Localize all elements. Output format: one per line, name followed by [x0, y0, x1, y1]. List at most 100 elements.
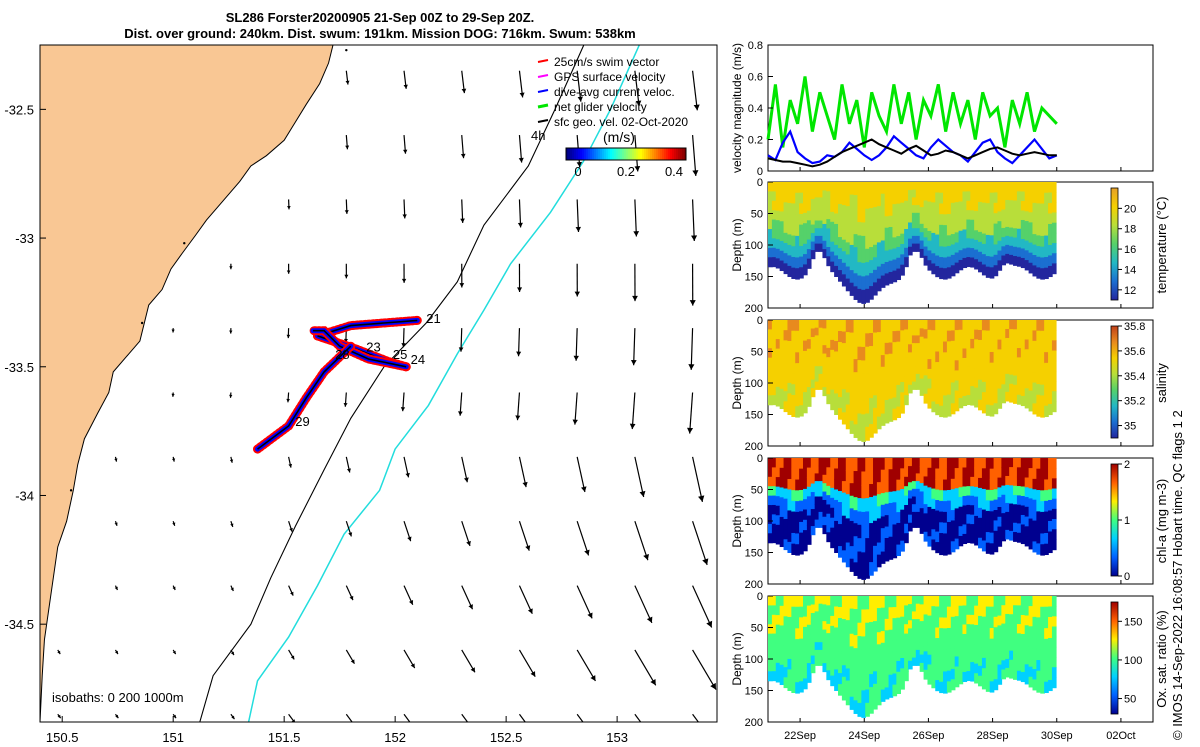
section-cell: [1051, 529, 1057, 541]
section-cell: [935, 521, 940, 533]
section-cell: [876, 344, 882, 357]
section-cell: [1044, 203, 1049, 215]
section-cell: [974, 259, 979, 270]
section-cell: [958, 388, 964, 399]
colorbar-tick-label: 50: [1124, 694, 1136, 706]
section-cell: [834, 202, 839, 215]
section-cell: [1051, 192, 1057, 203]
section-cell: [989, 543, 995, 555]
velocity-series-dive_avg_current: [767, 129, 1058, 165]
geo-vector-head: [525, 545, 531, 551]
section-cell: [908, 222, 913, 232]
section-cell: [849, 533, 855, 547]
section-cell: [896, 236, 901, 248]
geo-vector: [574, 392, 578, 425]
section-cell: [1005, 631, 1010, 642]
section-cell: [806, 239, 812, 250]
section-cell: [1016, 596, 1022, 606]
section-cell: [911, 465, 917, 474]
section-cell: [946, 532, 952, 544]
section-cell: [857, 182, 863, 196]
section-cell: [981, 340, 987, 352]
section-cell: [1005, 458, 1010, 468]
section-cell: [857, 275, 863, 290]
section-cell: [962, 367, 968, 378]
section-cell: [768, 671, 773, 682]
section-cell: [1044, 394, 1049, 407]
section-cell: [1032, 223, 1038, 235]
section-y-tick-label: 0: [757, 591, 763, 603]
section-cell: [818, 212, 824, 222]
section-cell: [865, 596, 870, 610]
section-cell: [849, 357, 855, 371]
geo-vector: [518, 585, 533, 615]
colorbar-tick-label: 35: [1124, 421, 1136, 433]
section-cell: [806, 220, 812, 231]
section-cell: [1005, 658, 1010, 669]
section-cell: [1032, 182, 1038, 194]
section-cell: [958, 458, 964, 469]
section-cell: [768, 486, 773, 497]
section-cell: [997, 487, 1003, 498]
section-cell: [950, 468, 956, 480]
section-cell: [908, 328, 913, 337]
section-cell: [838, 364, 843, 376]
section-cell: [950, 223, 956, 235]
section-cell: [939, 511, 944, 523]
section-cell: [1044, 192, 1049, 205]
section-cell: [1051, 340, 1057, 352]
geo-vector-head: [291, 719, 296, 722]
section-cell: [989, 213, 995, 226]
section-cell: [880, 654, 886, 667]
section-cell: [908, 604, 913, 613]
section-cell: [1013, 200, 1018, 211]
section-cell: [791, 649, 796, 661]
section-cell: [822, 378, 828, 388]
section-cell: [834, 627, 839, 639]
section-cell: [896, 395, 901, 408]
section-cell: [904, 642, 909, 653]
section-cell: [908, 474, 913, 483]
geo-vector-head: [635, 100, 642, 107]
section-cell: [1036, 468, 1042, 480]
section-cell: [791, 670, 796, 683]
section-cell: [803, 192, 808, 204]
section-cell: [966, 395, 972, 406]
section-cell: [919, 499, 925, 509]
section-cell: [900, 606, 905, 618]
section-cell: [826, 467, 831, 478]
section-cell: [958, 201, 964, 212]
section-cell: [810, 207, 816, 217]
section-cell: [1013, 614, 1018, 625]
section-cell: [1044, 235, 1049, 247]
section-cell: [1028, 350, 1034, 361]
section-cell: [1005, 520, 1010, 531]
section-cell: [873, 345, 878, 359]
section-cell: [978, 320, 983, 331]
geo-vector-head: [459, 283, 465, 288]
section-cell: [1048, 351, 1053, 363]
geo-vector-head: [590, 675, 596, 681]
section-cell: [1032, 616, 1038, 628]
section-cell: [993, 372, 999, 384]
section-cell: [946, 511, 952, 523]
colorbar-cell: [668, 148, 671, 160]
section-cell: [799, 659, 804, 672]
section-cell: [892, 469, 898, 481]
section-cell: [974, 467, 979, 478]
legend-label: 25cm/s swim vector: [554, 55, 659, 69]
section-cell: [1024, 221, 1030, 232]
section-cell: [806, 605, 812, 616]
section-cell: [1051, 350, 1057, 362]
section-cell: [1013, 504, 1018, 515]
section-cell: [771, 320, 777, 330]
section-cell: [974, 191, 979, 202]
section-cell: [1036, 479, 1042, 491]
section-cell: [911, 343, 917, 352]
section-cell: [919, 524, 925, 534]
section-cell: [900, 509, 905, 521]
section-cell: [943, 406, 948, 418]
section-cell: [830, 379, 835, 391]
section-cell: [927, 221, 933, 232]
geo-vector-head: [692, 170, 699, 176]
